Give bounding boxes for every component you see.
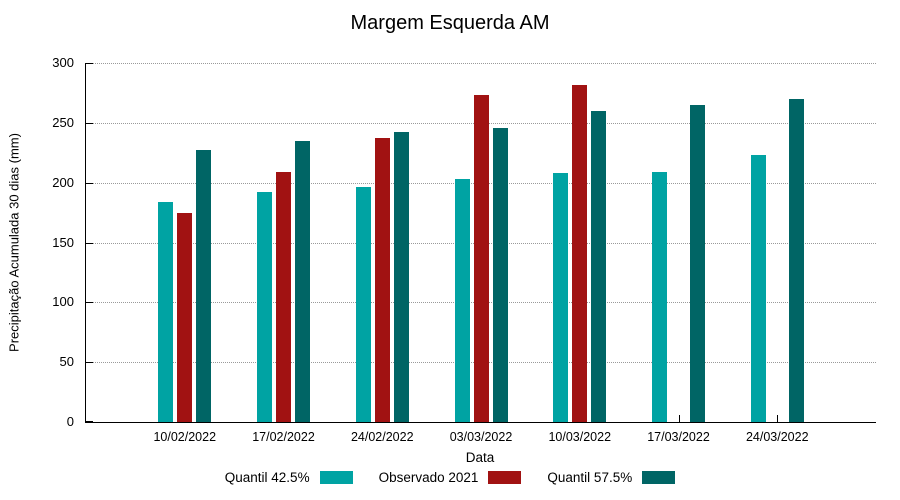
y-tick-label: 50 — [59, 354, 74, 370]
bar — [393, 132, 409, 422]
y-tick — [86, 302, 93, 304]
bar — [355, 187, 371, 422]
bar — [177, 212, 193, 422]
bar — [295, 140, 310, 422]
y-tick-label: 100 — [52, 294, 74, 310]
y-tick — [86, 242, 93, 244]
x-tick-label: 10/03/2022 — [548, 430, 612, 444]
bar — [374, 138, 390, 422]
y-tick — [86, 362, 93, 364]
legend-label: Observado 2021 — [378, 470, 479, 485]
legend-entry: Observado 2021 — [379, 470, 522, 485]
legend-entry: Quantil 42.5% — [225, 470, 353, 485]
y-tick-label: 250 — [52, 114, 74, 130]
bar — [652, 171, 667, 422]
y-tick-label: 0 — [66, 414, 74, 429]
x-tick-label: 24/02/2022 — [350, 430, 414, 444]
bar — [572, 84, 588, 422]
legend-swatch — [642, 471, 676, 484]
x-tick — [678, 415, 680, 422]
y-tick — [86, 63, 93, 64]
x-tick-label: 17/02/2022 — [252, 430, 315, 444]
y-tick-label: 200 — [52, 174, 74, 190]
bar — [196, 150, 212, 422]
bar — [454, 179, 470, 422]
y-tick-label: 150 — [52, 234, 74, 250]
legend-swatch — [319, 471, 353, 484]
bar — [158, 201, 174, 422]
legend-entry: Quantil 57.5% — [547, 470, 676, 485]
chart-title: Margem Esquerda AM — [350, 12, 550, 34]
y-tick — [86, 182, 93, 184]
x-tick-label: 10/02/2022 — [153, 430, 217, 444]
bar — [591, 110, 607, 422]
legend-swatch — [488, 471, 522, 484]
x-axis-label: Data — [465, 450, 495, 465]
bar — [257, 192, 272, 422]
y-tick — [86, 421, 93, 422]
legend: Quantil 42.5% Observado 2021 Quantil 57.5% — [0, 470, 900, 485]
bar — [690, 104, 705, 422]
plot-area: 0 50 100 150 200 250 300 10/02/2022 17/02/2022 24… — [52, 55, 876, 444]
x-tick-label: 24/03/2022 — [745, 430, 809, 444]
bar — [553, 173, 569, 422]
y-tick — [86, 122, 93, 124]
x-tick-label: 17/03/2022 — [647, 430, 710, 444]
y-axis-label: Precipitação Acumulada 30 dias (mm) — [6, 133, 22, 352]
bar — [276, 171, 291, 422]
legend-label: Quantil 42.5% — [224, 470, 310, 485]
gridline — [86, 63, 876, 64]
bar — [750, 155, 766, 422]
x-tick-label: 03/03/2022 — [449, 430, 513, 444]
x-tick — [777, 415, 779, 422]
bar — [473, 95, 489, 422]
bar — [788, 98, 804, 422]
bar — [492, 127, 508, 422]
y-tick-label: 300 — [52, 55, 74, 70]
legend-label: Quantil 57.5% — [547, 470, 633, 485]
